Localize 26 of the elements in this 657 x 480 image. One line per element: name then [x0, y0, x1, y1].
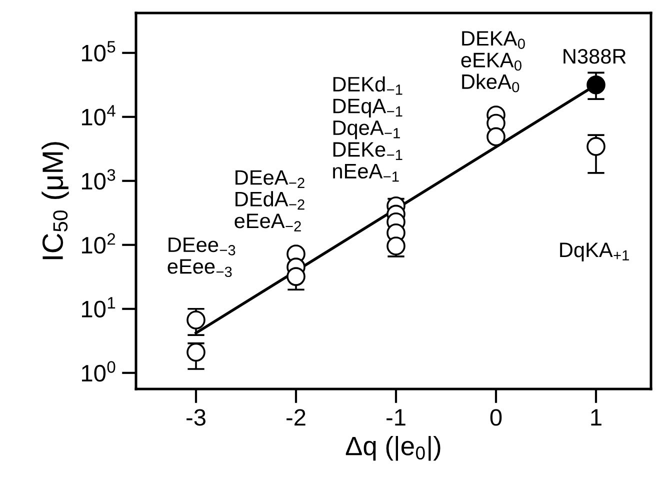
- y-tick-label: 10$^{5}$: [82, 41, 116, 62]
- text: DEKd$_{−1}$ DEqA$_{−1}$ DqeA$_{−1}$ DEKe$_{−1}$ nEeA$_{−1}$: [333, 76, 402, 182]
- point: [586, 75, 606, 94]
- x-tick-label: -3: [186, 409, 206, 426]
- annotation: N388R: [564, 48, 626, 64]
- y-tick-label: 10$^{4}$: [82, 105, 116, 126]
- y-tick-label: 10$^{3}$: [82, 169, 116, 190]
- x-tick-label: 0: [490, 409, 502, 426]
- x-axis-title: Δq (|e$_{0}$|): [346, 436, 440, 461]
- annotation: DqKA$_{+1}$: [560, 242, 629, 262]
- y-tick-label: 10$^{1}$: [82, 297, 116, 318]
- x-tick-label: -1: [386, 409, 406, 426]
- annotation: DEee$_{−3}$ eEee$_{−3}$: [168, 238, 236, 278]
- y-tick-label: 10$^{2}$: [82, 233, 116, 254]
- y-tick-label: 10$^{0}$: [82, 361, 116, 382]
- point: [486, 127, 506, 146]
- x-tick-label: -2: [286, 409, 306, 426]
- point: [186, 310, 206, 330]
- x-tick-label: 1: [591, 409, 602, 426]
- point: [186, 342, 206, 362]
- annotation: DEeA$_{−2}$ DEdA$_{−2}$ eEeA$_{−2}$: [234, 170, 304, 232]
- point: [386, 236, 406, 256]
- annotation: DEKA$_{0}$ eEKA$_{0}$ DkeA$_{0}$: [461, 31, 525, 92]
- point: [586, 137, 606, 156]
- y-axis-title: IC$_{50}$ (μM): [42, 142, 69, 260]
- point: [286, 267, 306, 286]
